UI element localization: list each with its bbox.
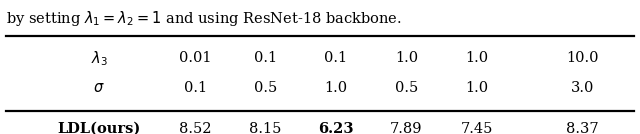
Text: 10.0: 10.0 [566, 51, 598, 65]
Text: 3.0: 3.0 [571, 81, 594, 95]
Text: 0.1: 0.1 [184, 81, 207, 95]
Text: 1.0: 1.0 [465, 81, 488, 95]
Text: 1.0: 1.0 [324, 81, 348, 95]
Text: 0.1: 0.1 [324, 51, 348, 65]
Text: 8.37: 8.37 [566, 122, 598, 134]
Text: 0.5: 0.5 [254, 81, 277, 95]
Text: 7.45: 7.45 [461, 122, 493, 134]
Text: LDL(ours): LDL(ours) [58, 122, 141, 134]
Text: $\sigma$: $\sigma$ [93, 81, 105, 95]
Text: by setting $\lambda_1 = \lambda_2 = 1$ and using ResNet-18 backbone.: by setting $\lambda_1 = \lambda_2 = 1$ a… [6, 9, 403, 28]
Text: 0.01: 0.01 [179, 51, 211, 65]
Text: 8.52: 8.52 [179, 122, 211, 134]
Text: $\lambda_3$: $\lambda_3$ [91, 49, 108, 68]
Text: 1.0: 1.0 [395, 51, 418, 65]
Text: 0.5: 0.5 [395, 81, 418, 95]
Text: 1.0: 1.0 [465, 51, 488, 65]
Text: 8.15: 8.15 [250, 122, 282, 134]
Text: 7.89: 7.89 [390, 122, 422, 134]
Text: 6.23: 6.23 [318, 122, 354, 134]
Text: 0.1: 0.1 [254, 51, 277, 65]
